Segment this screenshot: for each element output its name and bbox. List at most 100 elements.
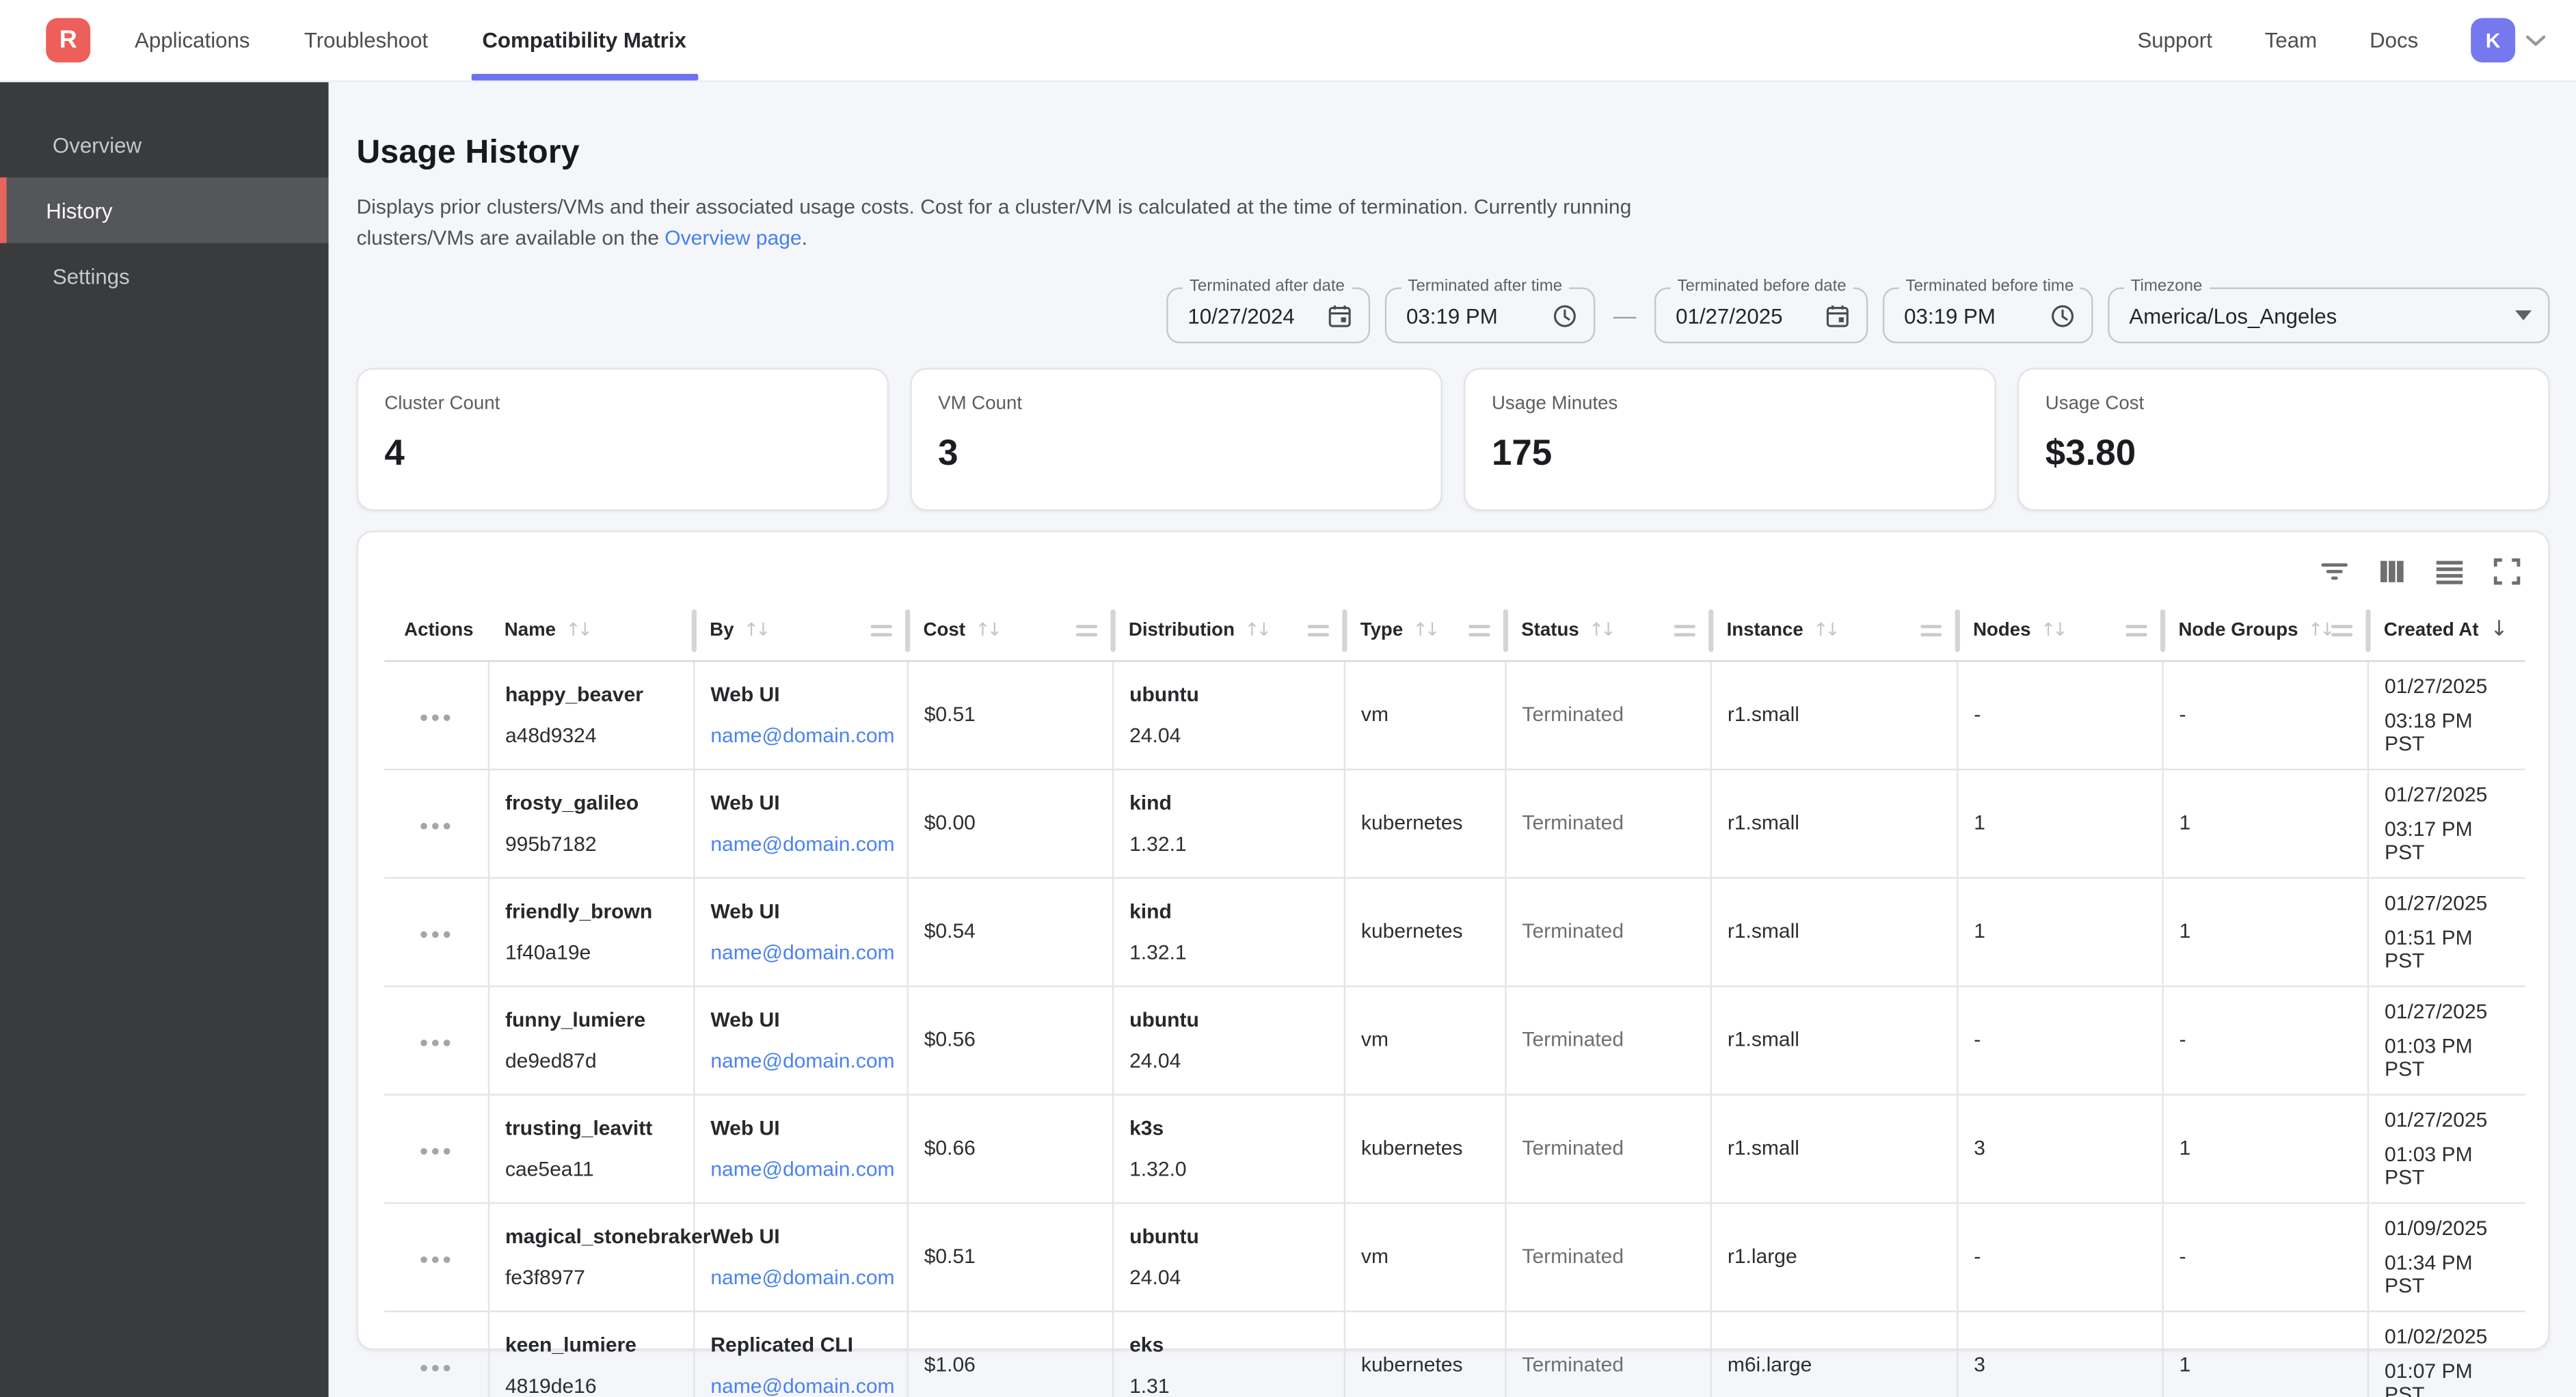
column-header-node-groups[interactable]: Node Groups ↑↓ — [2162, 601, 2371, 662]
created-by-source: Replicated CLI — [710, 1333, 853, 1356]
created-by-email-link[interactable]: name@domain.com — [710, 1265, 895, 1289]
filter-icon[interactable] — [2320, 557, 2349, 586]
instance-cell: r1.small — [1710, 984, 1958, 1094]
terminated-before-date-input[interactable]: Terminated before date 01/27/2025 — [1654, 277, 1868, 344]
type-cell: kubernetes — [1343, 1093, 1506, 1203]
created-date: 01/27/2025 — [2385, 999, 2488, 1022]
row-actions-menu-icon[interactable] — [418, 707, 454, 727]
sidebar-item-settings[interactable]: Settings — [0, 243, 329, 309]
cluster-name: frosty_galileo — [505, 791, 639, 814]
nodes-cell: 1 — [1957, 876, 2163, 986]
replicated-logo[interactable]: R — [46, 18, 91, 63]
page-title: Usage History — [356, 135, 580, 171]
column-drag-handle[interactable] — [1076, 620, 1098, 641]
column-drag-handle[interactable] — [1307, 620, 1330, 641]
sort-icon: ↑↓ — [743, 619, 771, 641]
column-drag-handle[interactable] — [870, 620, 892, 641]
calendar-icon[interactable] — [1328, 303, 1352, 327]
nav-team-link[interactable]: Team — [2265, 28, 2317, 53]
column-header-created-at[interactable]: Created At ↓ — [2367, 601, 2525, 662]
row-actions-menu-icon[interactable] — [418, 1032, 454, 1052]
status-cell: Terminated — [1505, 1201, 1711, 1311]
created-by-email-link[interactable]: name@domain.com — [710, 723, 895, 747]
stat-label: VM Count — [938, 394, 1023, 414]
column-header-distribution[interactable]: Distribution ↑↓ — [1112, 601, 1347, 662]
created-by-email-link[interactable]: name@domain.com — [710, 1156, 895, 1180]
tab-compatibility-matrix[interactable]: Compatibility Matrix — [470, 0, 699, 81]
column-header-by[interactable]: By ↑↓ — [693, 601, 911, 662]
usage-history-table-card: Actions Name ↑↓ By ↑↓ Cost ↑↓ Distribution ↑… — [356, 530, 2550, 1397]
distribution-name: kind — [1129, 791, 1172, 814]
calendar-icon[interactable] — [1825, 303, 1850, 327]
distribution-version: 1.32.1 — [1129, 832, 1187, 855]
name-cell: happy_beaver a48d9324 — [487, 659, 695, 769]
by-cell: Replicated CLI name@domain.com — [693, 1310, 908, 1397]
clock-icon[interactable] — [1553, 303, 1577, 327]
column-drag-handle[interactable] — [1468, 620, 1490, 641]
clock-icon[interactable] — [2050, 303, 2075, 327]
top-nav: R Applications Troubleshoot Compatibilit… — [0, 0, 2576, 83]
created-by-email-link[interactable]: name@domain.com — [710, 832, 895, 855]
sidebar-item-overview[interactable]: Overview — [0, 111, 329, 177]
column-header-status[interactable]: Status ↑↓ — [1505, 601, 1714, 662]
columns-icon[interactable] — [2377, 557, 2406, 586]
nodes-cell: - — [1957, 659, 2163, 769]
created-time: 01:03 PM PST — [2385, 1033, 2473, 1081]
main-nav-tabs: Applications Troubleshoot Compatibility … — [135, 0, 699, 81]
distribution-cell: kind 1.32.1 — [1112, 768, 1345, 878]
column-label: Instance — [1726, 621, 1803, 641]
timezone-select[interactable]: Timezone America/Los_Angeles — [2108, 277, 2550, 344]
name-cell: frosty_galileo 995b7182 — [487, 768, 695, 878]
column-header-cost[interactable]: Cost ↑↓ — [907, 601, 1116, 662]
table-row: funny_lumiere de9ed87d Web UI name@domain.c… — [384, 984, 2525, 1094]
column-drag-handle[interactable] — [1920, 620, 1942, 641]
stat-value: $3.80 — [2045, 432, 2136, 474]
column-drag-handle[interactable] — [1674, 620, 1695, 641]
by-cell: Web UI name@domain.com — [693, 984, 908, 1094]
distribution-name: eks — [1129, 1333, 1164, 1356]
created-by-email-link[interactable]: name@domain.com — [710, 1374, 895, 1397]
terminated-before-time-input[interactable]: Terminated before time 03:19 PM — [1882, 277, 2093, 344]
terminated-after-time-input[interactable]: Terminated after time 03:19 PM — [1384, 277, 1596, 344]
row-actions-menu-icon[interactable] — [418, 1249, 454, 1269]
name-cell: friendly_brown 1f40a19e — [487, 876, 695, 986]
main-content: Usage History Displays prior clusters/VM… — [328, 82, 2576, 1397]
row-actions-menu-icon[interactable] — [418, 924, 454, 944]
column-header-type[interactable]: Type ↑↓ — [1343, 601, 1509, 662]
column-drag-handle[interactable] — [2125, 620, 2147, 641]
row-actions-menu-icon[interactable] — [418, 815, 454, 835]
sidebar-item-label: Overview — [52, 132, 142, 157]
column-header-instance[interactable]: Instance ↑↓ — [1710, 601, 1960, 662]
column-header-name[interactable]: Name ↑↓ — [487, 601, 697, 662]
field-label: Terminated before date — [1670, 277, 1853, 296]
row-actions-menu-icon[interactable] — [418, 1141, 454, 1161]
density-icon[interactable] — [2434, 557, 2464, 586]
fullscreen-icon[interactable] — [2492, 557, 2521, 586]
name-cell: funny_lumiere de9ed87d — [487, 984, 695, 1094]
created-by-email-link[interactable]: name@domain.com — [710, 940, 895, 964]
nav-support-link[interactable]: Support — [2137, 28, 2212, 53]
stat-label: Usage Minutes — [1491, 394, 1618, 414]
cluster-id: 1f40a19e — [505, 940, 591, 964]
created-by-email-link[interactable]: name@domain.com — [710, 1048, 895, 1072]
created-by-source: Web UI — [710, 899, 780, 923]
column-header-nodes[interactable]: Nodes ↑↓ — [1957, 601, 2166, 662]
field-label: Terminated before time — [1899, 277, 2080, 296]
stat-value: 3 — [938, 432, 958, 474]
sort-icon: ↑↓ — [1412, 619, 1440, 641]
overview-page-link[interactable]: Overview page — [665, 226, 802, 250]
cluster-name: magical_stonebraker — [505, 1224, 711, 1248]
tab-applications[interactable]: Applications — [135, 0, 250, 81]
row-actions-menu-icon[interactable] — [418, 1357, 454, 1377]
actions-cell — [384, 768, 489, 878]
sidebar-item-history[interactable]: History — [0, 177, 329, 243]
avatar: K — [2471, 18, 2516, 63]
nav-docs-link[interactable]: Docs — [2370, 28, 2418, 53]
created-time: 01:07 PM PST — [2385, 1359, 2473, 1397]
tab-troubleshoot[interactable]: Troubleshoot — [304, 0, 428, 81]
by-cell: Web UI name@domain.com — [693, 768, 908, 878]
user-menu[interactable]: K — [2471, 18, 2547, 63]
column-drag-handle[interactable] — [2331, 620, 2353, 641]
terminated-after-date-input[interactable]: Terminated after date 10/27/2024 — [1166, 277, 1371, 344]
stat-value: 175 — [1491, 432, 1553, 474]
